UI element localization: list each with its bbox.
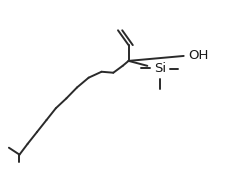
Text: OH: OH (188, 49, 209, 62)
Text: Si: Si (154, 62, 166, 75)
